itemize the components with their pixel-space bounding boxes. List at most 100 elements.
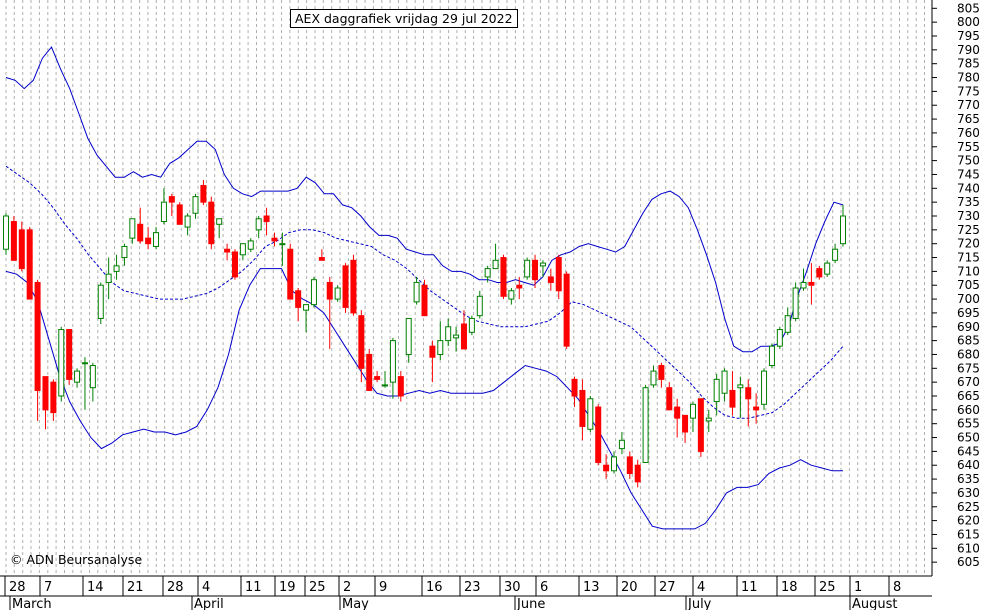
candle-up (74, 370, 81, 383)
candle-up (840, 215, 846, 245)
candle-down (421, 284, 428, 317)
x-tick-label: 11 (245, 580, 262, 595)
candle-down (10, 221, 17, 261)
candle-up (279, 243, 286, 246)
y-tick-label: 795 (957, 29, 980, 43)
candle-down (682, 414, 689, 433)
candle-down (34, 281, 41, 391)
x-tick-label: 14 (87, 580, 104, 595)
candle-down (674, 406, 681, 419)
y-tick-label: 750 (957, 154, 980, 168)
candle-up (216, 218, 223, 225)
candle-up (618, 439, 625, 450)
x-tick-label: 28 (167, 580, 184, 595)
candle-down (350, 259, 357, 314)
candle-down (563, 273, 570, 347)
candle-down (397, 376, 404, 397)
candle-up (824, 262, 831, 275)
candle-up (310, 279, 317, 306)
x-tick-label: 19 (279, 580, 296, 595)
candle-down (374, 376, 381, 380)
candle-down (326, 281, 333, 300)
candle-up (524, 259, 531, 278)
y-tick-label: 685 (957, 334, 980, 348)
candle-up (129, 218, 136, 239)
candle-up (255, 218, 262, 231)
candle-up (642, 387, 649, 463)
y-tick-label: 630 (957, 486, 980, 500)
x-tick-label: 30 (504, 580, 521, 595)
y-tick-label: 695 (957, 306, 980, 320)
candle-down (516, 284, 523, 289)
y-tick-label: 625 (957, 500, 980, 514)
candle-up (247, 240, 254, 250)
x-tick-label: 20 (621, 580, 638, 595)
y-tick-label: 640 (957, 458, 980, 472)
y-tick-label: 765 (957, 112, 980, 126)
vertical-grid-lines (5, 0, 925, 576)
x-tick-label: 8 (893, 580, 901, 595)
candle-down (634, 464, 641, 483)
candle-down (18, 229, 25, 270)
candle-up (737, 384, 744, 389)
x-tick-label: 21 (127, 580, 144, 595)
y-tick-label: 690 (957, 320, 980, 334)
candle-down (816, 268, 823, 278)
candle-down (168, 196, 175, 203)
candle-down (318, 257, 325, 261)
candle-up (89, 365, 96, 389)
x-tick-label: 4 (202, 580, 210, 595)
candle-down (658, 365, 665, 380)
candle-down (603, 464, 610, 472)
candle-down (145, 237, 152, 245)
candle-down (208, 201, 215, 245)
candle-up (768, 345, 775, 367)
y-tick-label: 780 (957, 71, 980, 85)
candle-up (160, 201, 167, 223)
y-tick-label: 605 (957, 555, 980, 569)
candle-up (705, 417, 712, 422)
y-tick-label: 805 (957, 1, 980, 15)
month-label: July (687, 597, 712, 610)
candle-down (295, 290, 302, 308)
y-axis: 6056106156206256306356406456506556606656… (931, 0, 980, 576)
candle-up (113, 265, 120, 272)
y-tick-label: 705 (957, 278, 980, 292)
candle-up (476, 295, 483, 317)
y-tick-label: 740 (957, 181, 980, 195)
candle-up (484, 268, 491, 278)
x-tick-label: 18 (781, 580, 798, 595)
candle-up (184, 215, 191, 228)
month-label: March (12, 597, 52, 610)
chart-title: AEX daggrafiek vrijdag 29 jul 2022 (290, 9, 518, 28)
x-tick-label: 11 (741, 580, 758, 595)
candle-down (571, 378, 578, 397)
x-tick-label: 28 (9, 580, 26, 595)
candle-up (81, 362, 88, 365)
candle-down (729, 389, 736, 408)
candle-down (287, 248, 294, 300)
y-tick-label: 650 (957, 431, 980, 445)
x-tick-label: 9 (379, 580, 387, 595)
candle-up (539, 262, 546, 267)
candles (3, 180, 846, 488)
month-label: May (342, 597, 369, 610)
candle-up (468, 317, 475, 333)
candle-up (121, 245, 128, 259)
candle-up (389, 340, 396, 383)
candle-up (239, 243, 246, 256)
candle-up (413, 281, 420, 303)
x-tick-label: 7 (44, 580, 52, 595)
candle-down (263, 215, 270, 223)
candle-down (579, 389, 586, 427)
y-tick-label: 715 (957, 251, 980, 265)
y-tick-label: 755 (957, 140, 980, 154)
candle-down (753, 406, 760, 411)
candle-up (445, 326, 452, 342)
candle-down (358, 315, 365, 369)
x-tick-label: 23 (464, 580, 481, 595)
candle-up (713, 378, 720, 403)
candle-down (42, 376, 49, 411)
y-tick-label: 775 (957, 84, 980, 98)
